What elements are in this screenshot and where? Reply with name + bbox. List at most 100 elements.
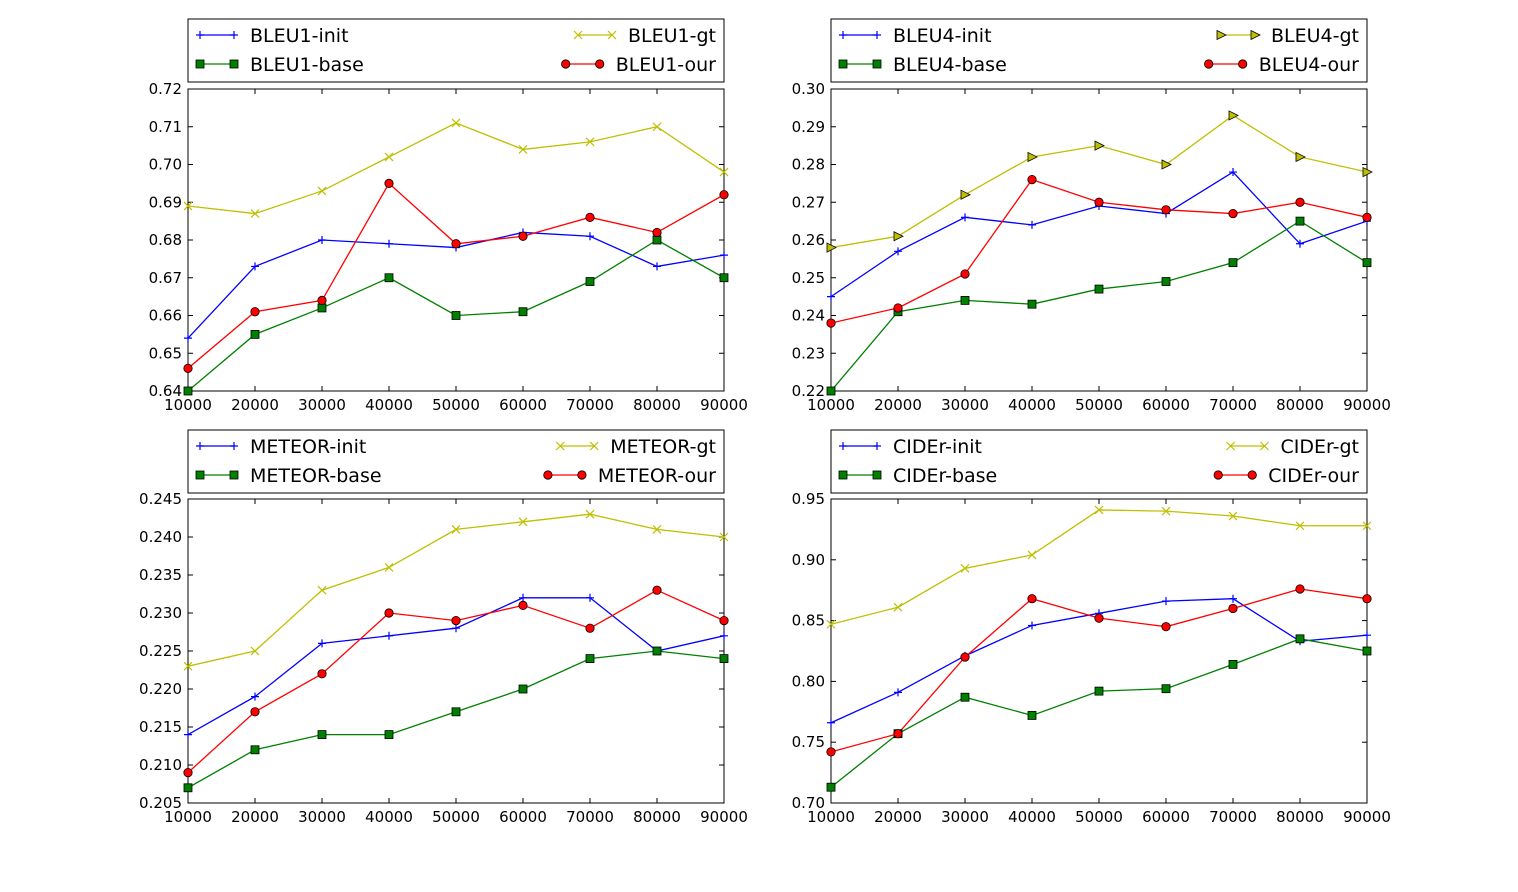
data-point-METEOR-gt <box>183 661 193 671</box>
data-point-METEOR-init <box>184 730 192 739</box>
legend-entry-METEOR-gt: METEOR-gt <box>555 436 716 458</box>
data-point-CIDEr-base <box>826 782 836 792</box>
y-tick-label: 0.27 <box>792 193 825 211</box>
data-point-METEOR-gt <box>652 524 662 534</box>
data-point-BLEU4-init <box>894 247 902 256</box>
data-point-BLEU4-gt <box>1362 166 1373 178</box>
data-point-BLEU1-base <box>518 307 528 317</box>
data-point-METEOR-gt <box>719 532 729 542</box>
legend: CIDEr-init CIDEr-base CIDEr-gt CIDEr-our <box>830 429 1368 494</box>
data-point-CIDEr-base <box>1228 659 1238 669</box>
y-tick-label: 0.64 <box>149 382 182 400</box>
plot-area <box>830 498 1368 804</box>
y-tick-label: 0.95 <box>792 490 825 508</box>
data-point-BLEU1-our <box>384 178 394 188</box>
data-point-BLEU4-base <box>1094 284 1104 294</box>
data-point-METEOR-gt <box>317 585 327 595</box>
legend-entry-BLEU4-our: BLEU4-our <box>1204 54 1359 76</box>
data-point-METEOR-init <box>318 639 326 648</box>
chart-panel-3: 0.205 0.210 0.215 0.220 0.225 0.230 0.235 0.240… <box>139 429 748 826</box>
x-tick-label: 10000 <box>164 808 212 826</box>
legend-label: BLEU4-base <box>893 54 1007 76</box>
data-point-BLEU1-gt <box>250 209 260 218</box>
data-point-BLEU1-gt <box>183 201 193 211</box>
data-point-CIDEr-gt <box>1228 511 1238 521</box>
legend-label: BLEU4-init <box>893 25 992 47</box>
data-point-CIDEr-init <box>1363 631 1371 640</box>
data-point-CIDEr-gt <box>1362 521 1372 531</box>
data-point-METEOR-base <box>719 654 729 663</box>
x-tick-label: 70000 <box>1209 808 1257 826</box>
data-point-CIDEr-base <box>1362 646 1372 656</box>
legend-marker <box>1238 59 1248 69</box>
data-point-CIDEr-gt <box>1295 521 1305 531</box>
legend-label: BLEU1-gt <box>628 25 716 47</box>
data-point-METEOR-gt <box>585 509 595 519</box>
data-point-CIDEr-init <box>1162 597 1170 606</box>
data-point-CIDEr-our <box>1094 613 1104 623</box>
legend-marker <box>195 470 205 480</box>
data-point-CIDEr-our <box>960 652 970 662</box>
legend-label: METEOR-our <box>598 465 716 487</box>
x-tick-label: 80000 <box>633 808 681 826</box>
data-point-METEOR-base <box>317 730 327 739</box>
data-point-METEOR-our <box>585 623 595 633</box>
data-point-BLEU1-init <box>720 251 728 260</box>
data-point-BLEU4-base <box>1228 258 1238 268</box>
y-tick-label: 0.205 <box>139 794 182 812</box>
y-tick-label: 0.29 <box>792 118 825 136</box>
data-point-BLEU4-init <box>1028 220 1036 229</box>
data-point-BLEU1-gt <box>719 167 729 177</box>
x-tick-label: 80000 <box>633 396 681 414</box>
legend-marker <box>1260 441 1269 451</box>
x-tick-label: 40000 <box>1008 396 1056 414</box>
x-tick-label: 60000 <box>1142 808 1190 826</box>
x-tick-label: 30000 <box>941 396 989 414</box>
y-tick-label: 0.70 <box>792 794 825 812</box>
data-point-BLEU1-gt <box>652 122 662 132</box>
data-point-METEOR-base <box>652 646 662 656</box>
data-point-CIDEr-init <box>827 718 835 727</box>
legend-marker <box>573 30 583 40</box>
y-tick-label: 0.215 <box>139 718 182 736</box>
y-tick-label: 0.75 <box>792 733 825 751</box>
y-tick-label: 0.22 <box>792 382 825 400</box>
data-point-BLEU1-init <box>251 262 259 271</box>
legend-entry-BLEU1-our: BLEU1-our <box>561 54 716 76</box>
legend-marker <box>872 59 882 69</box>
legend-marker <box>1247 470 1257 480</box>
x-tick-label: 30000 <box>298 396 346 414</box>
legend-marker <box>577 470 587 480</box>
legend-marker <box>873 442 881 450</box>
legend-label: METEOR-gt <box>610 436 716 458</box>
data-point-BLEU4-init <box>827 292 835 301</box>
data-point-CIDEr-gt <box>893 602 903 612</box>
legend-marker <box>1213 470 1223 480</box>
legend-entry-METEOR-our: METEOR-our <box>543 465 716 487</box>
data-point-METEOR-base <box>585 654 595 663</box>
data-point-BLEU1-our <box>250 307 260 317</box>
y-tick-label: 0.23 <box>792 344 825 362</box>
legend-marker <box>230 31 238 39</box>
legend-marker <box>555 441 565 451</box>
x-tick-label: 20000 <box>231 396 279 414</box>
legend: BLEU4-init BLEU4-base BLEU4-gt BLEU4-our <box>830 18 1368 83</box>
data-point-BLEU1-base <box>719 273 729 283</box>
data-point-BLEU1-our <box>183 363 193 373</box>
data-point-CIDEr-base <box>1094 686 1104 696</box>
data-point-CIDEr-our <box>1027 594 1037 604</box>
data-point-BLEU1-our <box>652 227 662 238</box>
legend-entry-METEOR-base: METEOR-base <box>195 465 382 487</box>
x-tick-label: 20000 <box>231 808 279 826</box>
data-point-BLEU4-our <box>1295 197 1305 207</box>
data-point-METEOR-gt <box>518 517 528 527</box>
legend-marker <box>229 59 239 69</box>
x-tick-label: 20000 <box>874 396 922 414</box>
data-point-BLEU1-init <box>385 239 393 248</box>
data-point-METEOR-our <box>518 600 528 611</box>
data-point-BLEU4-our <box>1094 197 1104 207</box>
data-point-BLEU1-base <box>317 303 327 313</box>
legend-marker <box>543 470 553 480</box>
data-point-METEOR-base <box>451 707 461 717</box>
data-point-CIDEr-gt <box>826 619 836 629</box>
